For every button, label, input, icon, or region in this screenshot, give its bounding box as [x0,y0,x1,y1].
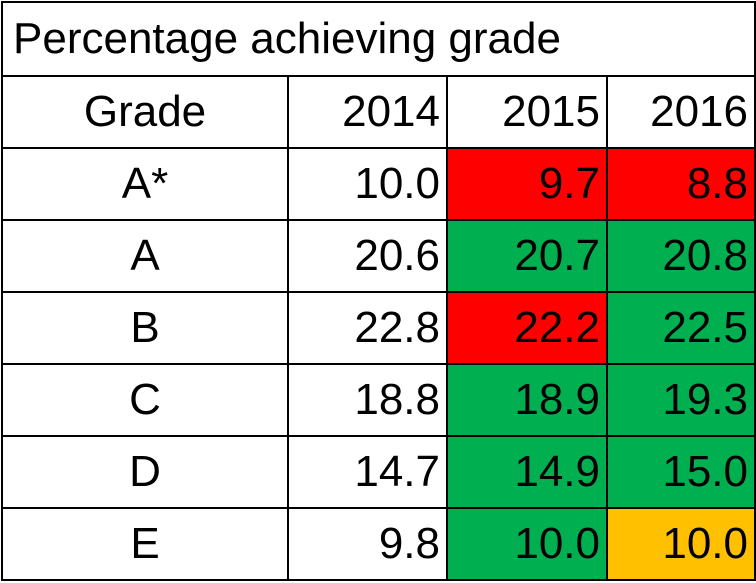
value-2014-cell: 20.6 [287,219,448,293]
grade-cell: A* [1,147,289,221]
value-2014-cell: 22.8 [287,291,448,365]
table-row: E 9.8 10.0 10.0 [1,507,756,581]
value-2015-cell: 18.9 [446,363,608,437]
header-row: Grade 2014 2015 2016 [1,75,756,149]
value-2014-cell: 9.8 [287,507,448,581]
grade-cell: D [1,435,289,509]
value-2014-cell: 18.8 [287,363,448,437]
table-row: D 14.7 14.9 15.0 [1,435,756,509]
value-2016-cell: 8.8 [606,147,756,221]
header-2015: 2015 [446,75,608,149]
table-row: A* 10.0 9.7 8.8 [1,147,756,221]
table-row: A 20.6 20.7 20.8 [1,219,756,293]
grade-cell: C [1,363,289,437]
grade-cell: E [1,507,289,581]
grade-cell: A [1,219,289,293]
value-2016-cell: 22.5 [606,291,756,365]
value-2015-cell: 22.2 [446,291,608,365]
title-row: Percentage achieving grade [1,1,756,77]
header-2014: 2014 [287,75,448,149]
table-title: Percentage achieving grade [1,1,756,77]
value-2015-cell: 20.7 [446,219,608,293]
header-2016: 2016 [606,75,756,149]
value-2015-cell: 10.0 [446,507,608,581]
value-2016-cell: 15.0 [606,435,756,509]
header-grade: Grade [1,75,289,149]
grade-cell: B [1,291,289,365]
value-2016-cell: 20.8 [606,219,756,293]
value-2015-cell: 14.9 [446,435,608,509]
value-2015-cell: 9.7 [446,147,608,221]
table-row: B 22.8 22.2 22.5 [1,291,756,365]
value-2016-cell: 10.0 [606,507,756,581]
value-2016-cell: 19.3 [606,363,756,437]
table-row: C 18.8 18.9 19.3 [1,363,756,437]
value-2014-cell: 14.7 [287,435,448,509]
value-2014-cell: 10.0 [287,147,448,221]
